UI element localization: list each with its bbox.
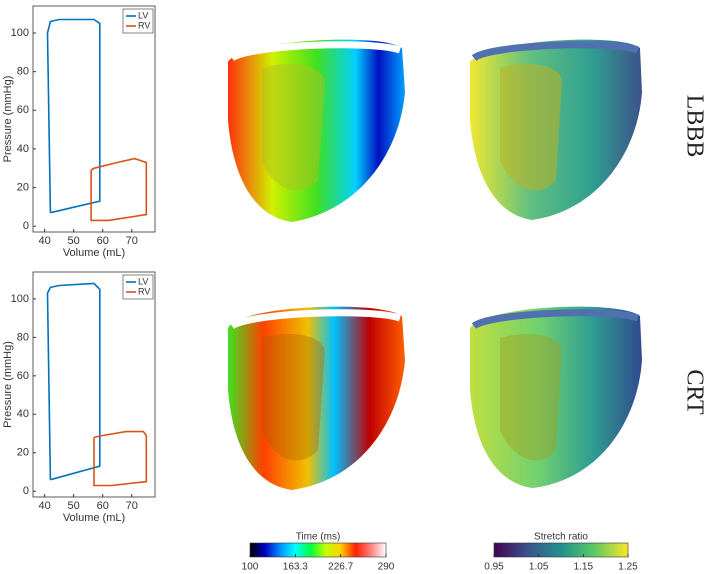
y-axis-label: Pressure (mmHg) — [2, 341, 14, 428]
colorbar-tick-label: 226.7 — [328, 562, 353, 573]
y-tick-label: 40 — [17, 408, 29, 420]
y-axis-label: Pressure (mmHg) — [2, 76, 14, 163]
colorbar — [493, 542, 629, 558]
y-tick-label: 20 — [17, 181, 29, 193]
series-line — [90, 157, 148, 222]
colorbar — [249, 542, 387, 558]
x-tick-label: 60 — [97, 500, 109, 512]
x-tick-label: 40 — [38, 235, 50, 247]
row-label: CRT — [681, 369, 707, 415]
series-line — [46, 282, 101, 481]
x-axis-label: Volume (mL) — [63, 247, 125, 259]
colorbar-tick-label: 100 — [242, 562, 259, 573]
x-axis-label: Volume (mL) — [63, 512, 125, 524]
heart-renderings — [228, 39, 642, 490]
axis-box — [32, 5, 156, 233]
axis-box — [32, 271, 156, 498]
colorbar-tick-label: 163.3 — [283, 562, 308, 573]
x-tick-label: 50 — [68, 500, 80, 512]
y-tick-label: 0 — [23, 485, 29, 497]
y-tick-label: 80 — [17, 66, 29, 78]
legend-label: LV — [138, 276, 148, 286]
colorbar-tick-label: 1.05 — [529, 562, 549, 573]
x-tick-label: 40 — [38, 500, 50, 512]
colorbar-tick-label: 1.25 — [618, 562, 638, 573]
y-tick-label: 100 — [11, 293, 29, 305]
legend-label: RV — [138, 286, 150, 296]
legend-box — [122, 274, 154, 300]
y-tick-label: 20 — [17, 447, 29, 459]
colorbar-label: Time (ms) — [296, 532, 341, 543]
row-label: LBBB — [681, 95, 707, 158]
legend-label: LV — [138, 10, 148, 20]
y-tick-label: 40 — [17, 143, 29, 155]
x-tick-label: 70 — [126, 500, 138, 512]
colorbar-tick-label: 1.15 — [574, 562, 594, 573]
colorbar-label: Stretch ratio — [534, 532, 588, 543]
y-tick-label: 80 — [17, 331, 29, 343]
y-tick-label: 60 — [17, 104, 29, 116]
x-tick-label: 70 — [126, 235, 138, 247]
colorbar-tick-label: 290 — [378, 562, 395, 573]
series-line — [46, 18, 101, 214]
legend-label: RV — [138, 20, 150, 30]
colorbar-tick-label: 0.95 — [484, 562, 504, 573]
y-tick-label: 100 — [11, 27, 29, 39]
y-tick-label: 0 — [23, 220, 29, 232]
x-tick-label: 60 — [97, 235, 109, 247]
y-tick-label: 60 — [17, 370, 29, 382]
series-line — [93, 430, 148, 487]
legend-box — [122, 8, 154, 34]
x-tick-label: 50 — [68, 235, 80, 247]
